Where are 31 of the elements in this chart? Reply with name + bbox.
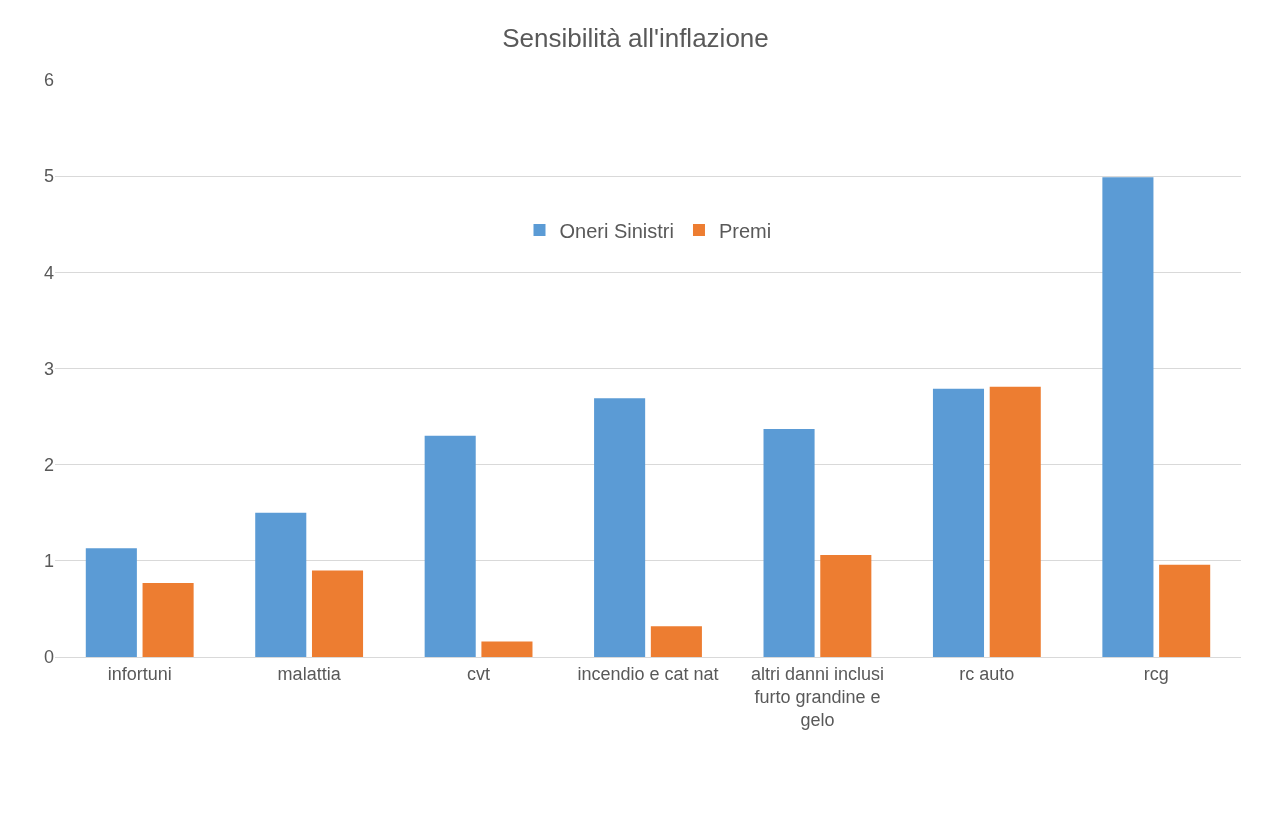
x-tick-label: malattia bbox=[277, 663, 342, 684]
x-tick-label: rcg bbox=[1143, 663, 1169, 684]
chart-title: Sensibilità all'inflazione bbox=[502, 23, 769, 54]
bar bbox=[763, 429, 815, 657]
x-tick-label: incendio e cat nat bbox=[577, 663, 719, 684]
y-tick-label: 4 bbox=[43, 262, 54, 283]
y-tick-label: 0 bbox=[43, 647, 54, 668]
y-tick-label: 2 bbox=[43, 454, 54, 475]
legend-label: Premi bbox=[718, 219, 772, 242]
bar bbox=[85, 548, 137, 657]
x-tick-label: altri danni inclusi furto grandine e gelo bbox=[750, 663, 884, 731]
bar bbox=[650, 626, 702, 657]
bar bbox=[1102, 177, 1154, 657]
x-tick-label: cvt bbox=[467, 663, 491, 684]
y-tick-label: 5 bbox=[43, 166, 54, 187]
bar bbox=[594, 398, 646, 657]
bar bbox=[255, 512, 307, 657]
x-tick-label: infortuni bbox=[107, 663, 172, 684]
bar bbox=[820, 555, 872, 657]
bar bbox=[311, 570, 364, 657]
legend-label: Oneri Sinistri bbox=[559, 219, 674, 242]
y-tick-label: 6 bbox=[43, 70, 54, 91]
y-tick-label: 1 bbox=[43, 551, 54, 572]
bar bbox=[932, 388, 985, 657]
bar bbox=[142, 582, 194, 657]
y-tick-label: 3 bbox=[43, 358, 54, 379]
bar bbox=[481, 641, 533, 657]
x-tick-label: rc auto bbox=[959, 663, 1015, 684]
bar bbox=[424, 435, 476, 657]
bar bbox=[1159, 564, 1211, 657]
bar bbox=[989, 386, 1041, 657]
